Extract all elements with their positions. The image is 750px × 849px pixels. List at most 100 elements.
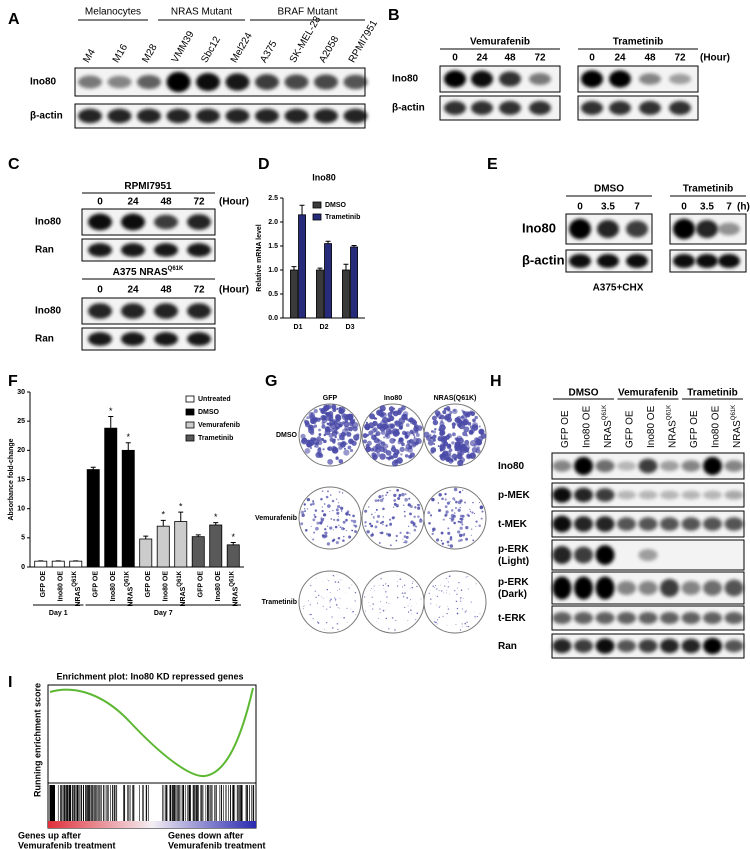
unit-label: (h) [737, 202, 750, 213]
colony [380, 441, 386, 447]
colony [459, 520, 463, 524]
colony [320, 517, 323, 520]
band [595, 488, 615, 502]
colony [348, 438, 354, 445]
colony [396, 596, 399, 599]
x-tick-label-main: GFP OE [197, 571, 204, 598]
error-bar [125, 442, 131, 451]
colony [469, 510, 472, 513]
colony [467, 588, 469, 590]
band [529, 101, 551, 115]
bar [290, 269, 298, 319]
colony [338, 459, 344, 464]
x-tick-label: D2 [320, 324, 329, 331]
colony [314, 515, 317, 518]
colony [395, 539, 398, 542]
colony [303, 503, 306, 506]
colony [374, 590, 375, 592]
band [187, 303, 211, 319]
colony [412, 522, 416, 525]
panel-label: D [258, 156, 270, 173]
colony [446, 590, 448, 591]
band [595, 576, 615, 600]
colony [345, 518, 348, 522]
time-label: 24 [614, 53, 626, 64]
colony [466, 411, 471, 416]
colony [329, 510, 331, 512]
colony [478, 524, 481, 527]
colony [461, 608, 464, 610]
colony [445, 456, 451, 463]
colony [460, 443, 466, 449]
colony [330, 518, 333, 520]
colony [470, 528, 473, 530]
colony [440, 531, 444, 535]
colony [312, 538, 315, 541]
colony [365, 443, 370, 449]
bar [86, 469, 100, 568]
colony [372, 608, 374, 610]
colony [466, 443, 470, 448]
colony [315, 451, 322, 459]
x-tick-label-sup: Q61K [176, 570, 182, 586]
band [569, 218, 591, 240]
band [529, 73, 551, 85]
unit-label: (Hour) [700, 53, 730, 64]
colony [402, 538, 404, 540]
colony [326, 422, 330, 426]
colony [329, 526, 333, 530]
time-label: 48 [160, 285, 172, 296]
colony [370, 533, 374, 537]
colony [452, 425, 456, 429]
colony [318, 428, 321, 432]
colony [409, 456, 412, 459]
plot-frame [47, 684, 257, 829]
band [617, 612, 636, 624]
band [660, 579, 679, 597]
colony [326, 608, 328, 610]
colony [310, 602, 311, 603]
row-label: Vemurafenib [255, 515, 297, 522]
row-label: Ino80 [522, 220, 556, 235]
lane-label: M4 [81, 47, 98, 65]
x-tick-label-main: GFP OE [145, 571, 152, 598]
band [617, 461, 636, 471]
colony [381, 520, 385, 524]
band [471, 101, 493, 115]
colony [303, 510, 306, 513]
colony [475, 448, 481, 454]
colony [334, 581, 337, 583]
colony [439, 414, 445, 420]
band [703, 517, 722, 531]
band [639, 73, 661, 85]
colony [433, 443, 436, 446]
colony [458, 581, 460, 584]
lane-label-main: NRAS [732, 420, 743, 448]
colony [446, 540, 450, 544]
band [617, 639, 636, 653]
x-tick-label: GFP OE [40, 571, 47, 598]
colony [375, 431, 381, 437]
x-tick-label-sup: Q61K [71, 570, 77, 586]
plate [298, 570, 362, 634]
colony [459, 598, 461, 600]
colony [339, 598, 341, 600]
blot-title-main: A375 NRAS [113, 267, 168, 278]
x-tick-label: NRASQ61K [71, 570, 81, 606]
band [617, 490, 636, 500]
bar [316, 269, 324, 319]
colony [348, 535, 352, 539]
x-group-label: Day 1 [49, 610, 68, 617]
x-tick-label-main: Ino80 OE [57, 571, 64, 602]
colony [371, 587, 372, 589]
colony [460, 589, 463, 591]
band [314, 74, 338, 90]
colony [341, 440, 347, 446]
colony [416, 603, 418, 604]
colony [410, 588, 412, 590]
colony [343, 449, 350, 456]
y-tick-label: 1.0 [268, 267, 278, 274]
colony [461, 623, 463, 625]
colony [352, 519, 357, 524]
legend-label: DMSO [198, 409, 220, 416]
